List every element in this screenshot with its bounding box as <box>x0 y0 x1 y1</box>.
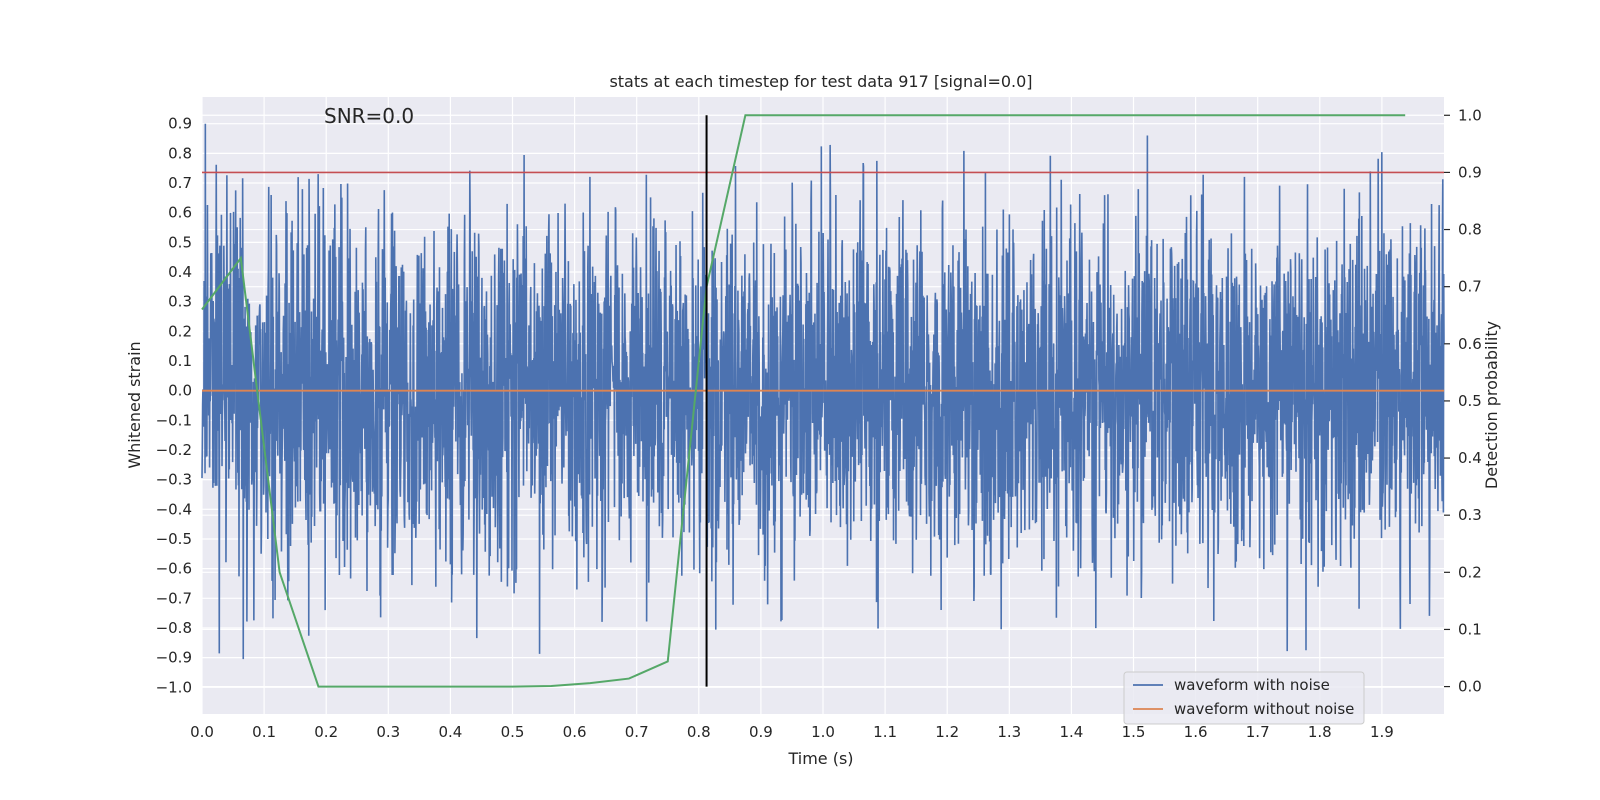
y-tick-label: −0.8 <box>156 619 192 637</box>
y-tick-label: −0.4 <box>156 500 192 518</box>
x-tick-label: 1.2 <box>935 723 959 741</box>
y-tick-label: 0.3 <box>168 293 192 311</box>
y-axis-label: Whitened strain <box>125 341 144 468</box>
y2-tick-label: 0.9 <box>1458 163 1482 181</box>
y-tick-label: −0.7 <box>156 589 192 607</box>
y2-tick-label: 0.2 <box>1458 563 1482 581</box>
legend-box <box>1123 671 1365 725</box>
y2-tick-label: 0.1 <box>1458 620 1482 638</box>
x-tick-label: 0.6 <box>563 723 587 741</box>
y-tick-label: −0.1 <box>156 411 192 429</box>
y-tick-label: 0.6 <box>168 204 192 222</box>
series-detection-probability <box>201 114 1406 688</box>
y2-tick-label: 0.0 <box>1458 678 1482 696</box>
x-tick-label: 0.0 <box>190 723 214 741</box>
y2-axis-label: Detection probability <box>1482 321 1501 489</box>
x-tick-label: 0.3 <box>376 723 400 741</box>
y2-tick-label: 0.5 <box>1458 392 1482 410</box>
x-tick-label: 1.7 <box>1246 723 1270 741</box>
x-tick-label: 1.5 <box>1122 723 1146 741</box>
y2-tick-label: 0.4 <box>1458 449 1482 467</box>
y2-tick-label: 0.6 <box>1458 335 1482 353</box>
series-waveform-with-noise <box>201 123 1445 660</box>
x-tick-label: 1.3 <box>997 723 1021 741</box>
y-tick-label: 0.1 <box>168 352 192 370</box>
x-axis-label: Time (s) <box>787 749 853 768</box>
y-tick-label: −0.6 <box>156 560 192 578</box>
y-tick-label: 0.8 <box>168 144 192 162</box>
y-tick-label: 0.0 <box>168 382 192 400</box>
chart-title: stats at each timestep for test data 917… <box>609 72 1032 91</box>
y-tick-label: 0.7 <box>168 174 192 192</box>
x-tick-label: 0.4 <box>438 723 462 741</box>
y-tick-label: 0.9 <box>168 115 192 133</box>
y-tick-label: 0.4 <box>168 263 192 281</box>
x-axis-ticks: 0.0 0.1 0.2 0.3 0.4 0.5 0.6 0.7 0.8 0.9 1.0 1.1 1.2 1… <box>190 723 1394 741</box>
x-tick-label: 1.8 <box>1308 723 1332 741</box>
x-tick-label: 0.1 <box>252 723 276 741</box>
legend-label-noisy: waveform with noise <box>1174 676 1330 694</box>
y2-tick-label: 1.0 <box>1458 106 1482 124</box>
x-tick-label: 0.7 <box>625 723 649 741</box>
data-layer <box>201 114 1445 688</box>
x-tick-label: 1.6 <box>1184 723 1208 741</box>
x-tick-label: 0.2 <box>314 723 338 741</box>
x-tick-label: 1.9 <box>1370 723 1394 741</box>
legend-label-clean: waveform without noise <box>1174 700 1354 718</box>
y-tick-label: −0.9 <box>156 649 192 667</box>
y2-axis-ticks: 1.0 0.9 0.8 0.7 0.6 0.5 0.4 0.3 0.2 0.1 0.0 <box>1444 106 1482 696</box>
y-tick-label: 0.5 <box>168 233 192 251</box>
plot-area <box>201 97 1445 714</box>
x-tick-label: 1.1 <box>873 723 897 741</box>
x-tick-label: 0.9 <box>749 723 773 741</box>
y-tick-label: −0.5 <box>156 530 192 548</box>
y-tick-label: −0.2 <box>156 441 192 459</box>
y-axis-ticks: 0.9 0.8 0.7 0.6 0.5 0.4 0.3 0.2 0.1 0.0 −0.1 −0.2 −0… <box>156 115 192 697</box>
y2-tick-label: 0.7 <box>1458 278 1482 296</box>
y-tick-label: −1.0 <box>156 678 192 696</box>
y-tick-label: −0.3 <box>156 471 192 489</box>
y-tick-label: 0.2 <box>168 322 192 340</box>
legend: waveform with noise waveform without noi… <box>1123 671 1365 725</box>
snr-annotation: SNR=0.0 <box>324 104 414 128</box>
x-tick-label: 1.0 <box>811 723 835 741</box>
y2-tick-label: 0.8 <box>1458 221 1482 239</box>
y2-tick-label: 0.3 <box>1458 506 1482 524</box>
x-tick-label: 0.5 <box>501 723 525 741</box>
x-tick-label: 0.8 <box>687 723 711 741</box>
x-tick-label: 1.4 <box>1059 723 1083 741</box>
